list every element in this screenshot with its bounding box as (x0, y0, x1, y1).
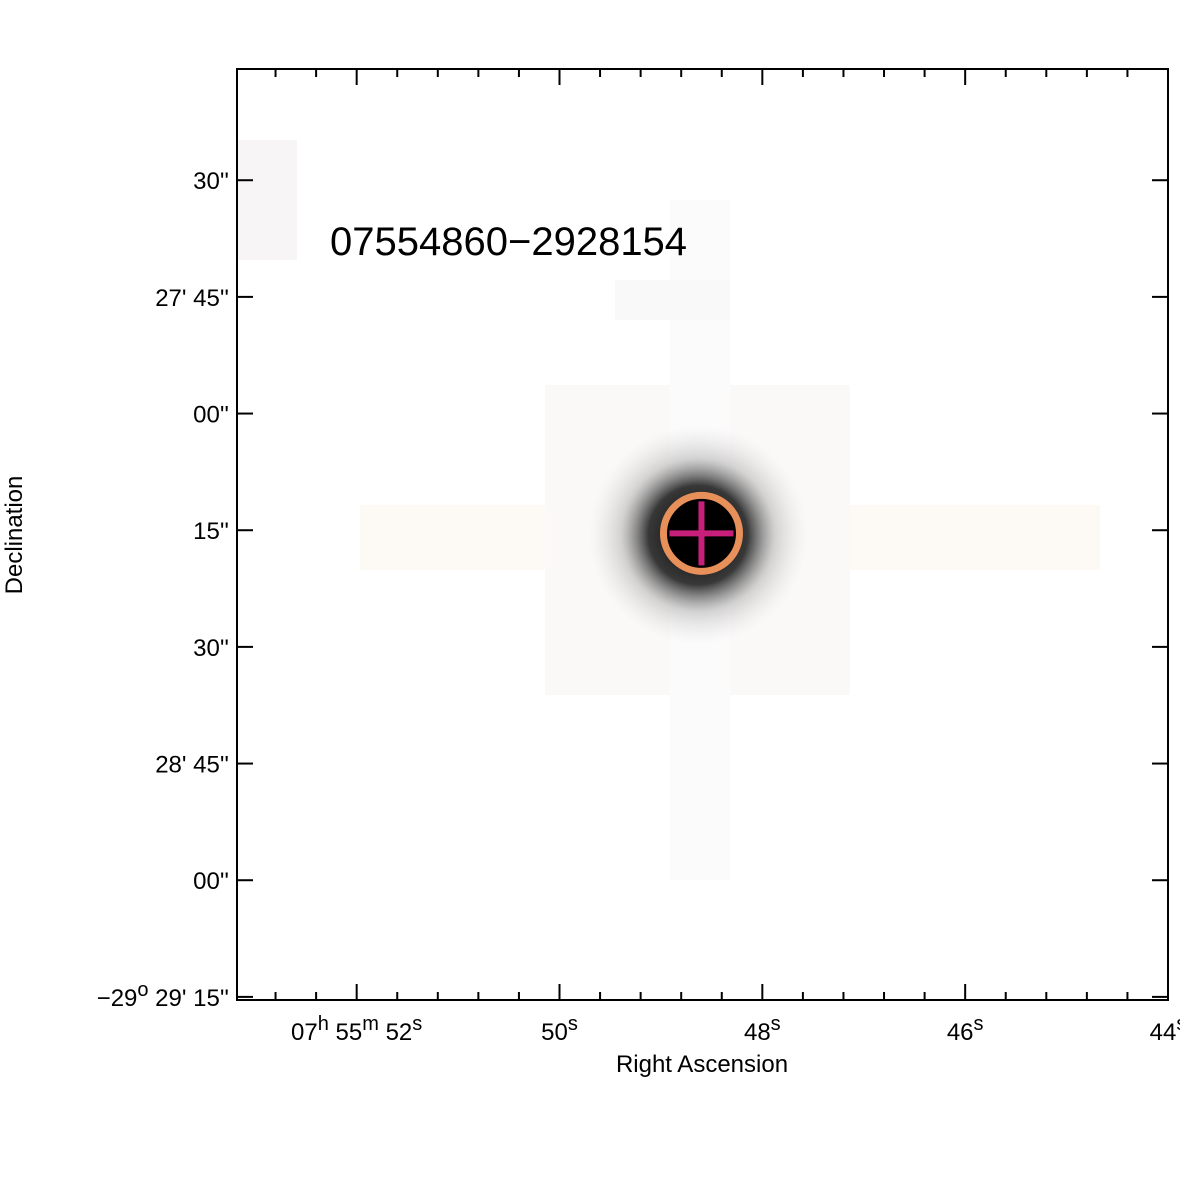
image-pixel-block (237, 140, 297, 260)
x-tick-label: 46s (947, 1013, 984, 1046)
x-tick-label: 50s (541, 1013, 578, 1046)
source-id-label: 07554860−2928154 (330, 220, 687, 264)
y-tick-label: 15'' (193, 518, 229, 545)
y-tick-label: 00'' (193, 402, 229, 429)
y-axis-label: Declination (1, 476, 28, 595)
y-tick-label: 28' 45'' (155, 752, 229, 779)
y-tick-label: 00'' (193, 868, 229, 895)
x-tick-label: 48s (744, 1013, 781, 1046)
y-tick-label: 27' 45'' (155, 285, 229, 312)
image-pixel-block (615, 280, 730, 320)
x-tick-label: 07h 55m 52s (291, 1013, 422, 1046)
y-tick-label: 30'' (193, 168, 229, 195)
x-tick-label: 44s (1150, 1013, 1180, 1046)
x-axis-label: Right Ascension (616, 1051, 788, 1078)
plot-frame (236, 68, 1169, 1001)
y-tick-label: 30'' (193, 635, 229, 662)
y-tick-label: −29o 29' 15'' (97, 979, 229, 1012)
